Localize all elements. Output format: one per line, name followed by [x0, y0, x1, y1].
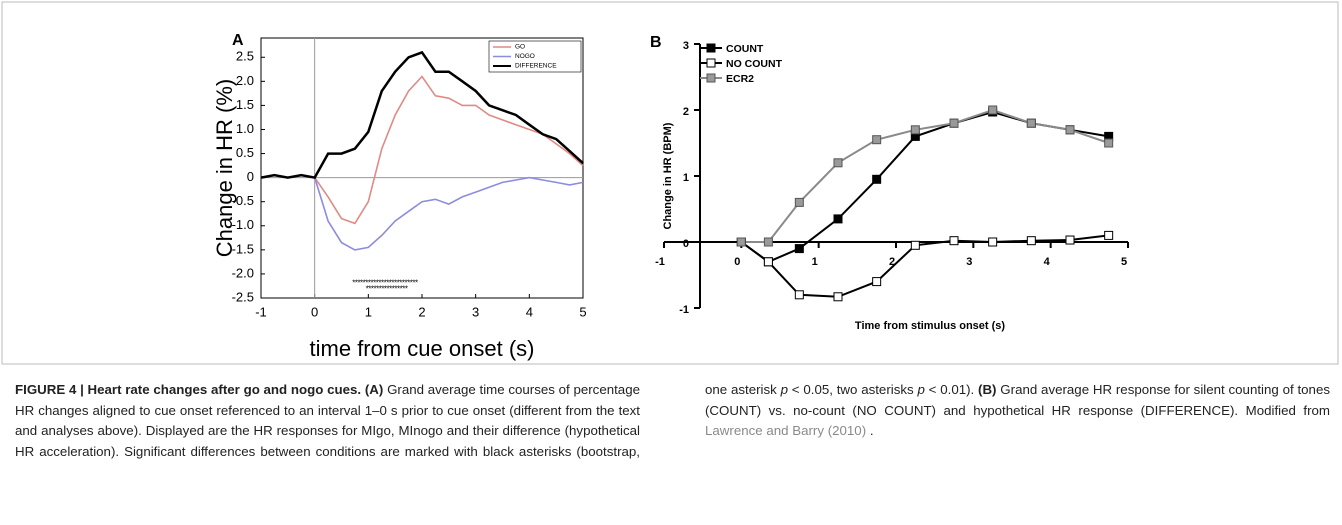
data-point	[1026, 118, 1036, 128]
x-tick-label: 0	[311, 304, 318, 319]
y-tick-label: 2.5	[236, 49, 254, 64]
y-tick-label: 3	[683, 40, 689, 52]
x-axis-label: time from cue onset (s)	[310, 336, 535, 361]
data-point	[949, 118, 959, 128]
caption-normal: .	[869, 423, 874, 438]
figure-frame	[1, 1, 1339, 365]
caption: FIGURE 4 | Heart rate changes after go a…	[15, 380, 1330, 462]
data-point	[794, 197, 804, 207]
data-point	[794, 290, 804, 300]
panel-label: B	[650, 34, 662, 51]
data-point	[872, 135, 882, 145]
data-point	[1104, 138, 1114, 148]
data-point	[763, 257, 773, 267]
y-tick-label: -1.5	[232, 241, 254, 256]
caption-normal: < 0.05, two asterisks	[791, 382, 914, 397]
data-point	[910, 240, 920, 250]
x-tick-label: -1	[255, 304, 267, 319]
data-point	[833, 292, 843, 302]
y-tick-label: 1	[683, 172, 689, 184]
legend-label: COUNT	[726, 43, 764, 55]
data-point	[833, 158, 843, 168]
y-tick-label: 1.0	[236, 121, 254, 136]
data-point	[988, 105, 998, 115]
x-axis-label: Time from stimulus onset (s)	[855, 320, 1005, 332]
y-tick-label: -2.0	[232, 265, 254, 280]
data-point	[736, 237, 746, 247]
y-tick-label: -2.5	[232, 289, 254, 304]
legend-label: ECR2	[726, 73, 754, 85]
x-tick-label: 4	[1044, 256, 1051, 268]
panel-label: A	[232, 32, 244, 49]
caption-normal: < 0.01).	[928, 382, 975, 397]
significance-asterisks: ****************	[366, 284, 408, 293]
caption-normal: Grand average HR response for silent cou…	[705, 382, 1330, 418]
y-tick-label: -0.5	[232, 193, 254, 208]
data-point	[1026, 236, 1036, 246]
x-tick-label: 3	[966, 256, 972, 268]
series-line	[741, 108, 1110, 243]
significance-asterisks: *************************	[352, 279, 418, 288]
data-point	[833, 214, 843, 224]
legend-marker	[706, 58, 716, 68]
data-point	[872, 174, 882, 184]
data-point	[949, 236, 959, 246]
x-tick-label: 2	[418, 304, 425, 319]
caption-normal: Grand average time courses of percentage…	[15, 382, 777, 459]
y-tick-label: 2.0	[236, 73, 254, 88]
y-tick-label: 1.5	[236, 97, 254, 112]
x-tick-label: -1	[655, 256, 665, 268]
caption-bold: (A)	[364, 382, 384, 397]
y-tick-label: 2	[683, 106, 689, 118]
y-axis-label: Change in HR (BPM)	[662, 122, 674, 229]
y-tick-label: 0.5	[236, 145, 254, 160]
legend-label: GO	[515, 44, 525, 51]
legend-label: NO COUNT	[726, 58, 783, 70]
caption-italic: p	[917, 382, 925, 397]
x-tick-label: 2	[889, 256, 895, 268]
x-tick-label: 3	[472, 304, 479, 319]
legend-marker	[706, 43, 716, 53]
data-point	[1065, 235, 1075, 245]
y-tick-label: -1	[679, 304, 689, 316]
x-tick-label: 1	[365, 304, 372, 319]
legend-marker	[706, 73, 716, 83]
caption-link[interactable]: Lawrence and Barry (2010)	[705, 423, 867, 438]
data-point	[1104, 230, 1114, 240]
data-point	[872, 277, 882, 287]
y-axis-label: Change in HR (%)	[212, 79, 237, 258]
x-tick-label: 5	[1121, 256, 1127, 268]
series-line	[260, 50, 584, 179]
data-point	[1065, 125, 1075, 135]
legend-label: NOGO	[515, 53, 535, 60]
x-tick-label: 5	[579, 304, 586, 319]
x-tick-label: 0	[734, 256, 740, 268]
y-tick-label: -1.0	[232, 217, 254, 232]
series-line	[260, 174, 584, 251]
caption-italic: p	[780, 382, 788, 397]
legend-label: DIFFERENCE	[515, 63, 557, 70]
data-point	[910, 125, 920, 135]
figure: A2.52.01.51.00.50-0.5-1.0-1.5-2.0-2.5-1 0…	[1, 1, 1339, 365]
data-point	[794, 244, 804, 254]
x-tick-label: 1	[812, 256, 818, 268]
data-point	[988, 237, 998, 247]
y-tick-label: 0	[247, 169, 254, 184]
data-point	[763, 237, 773, 247]
caption-bold: FIGURE 4 | Heart rate changes after go a…	[15, 382, 362, 397]
y-tick-label: 0	[683, 238, 689, 250]
caption-bold: (B)	[978, 382, 997, 397]
x-tick-label: 4	[526, 304, 533, 319]
